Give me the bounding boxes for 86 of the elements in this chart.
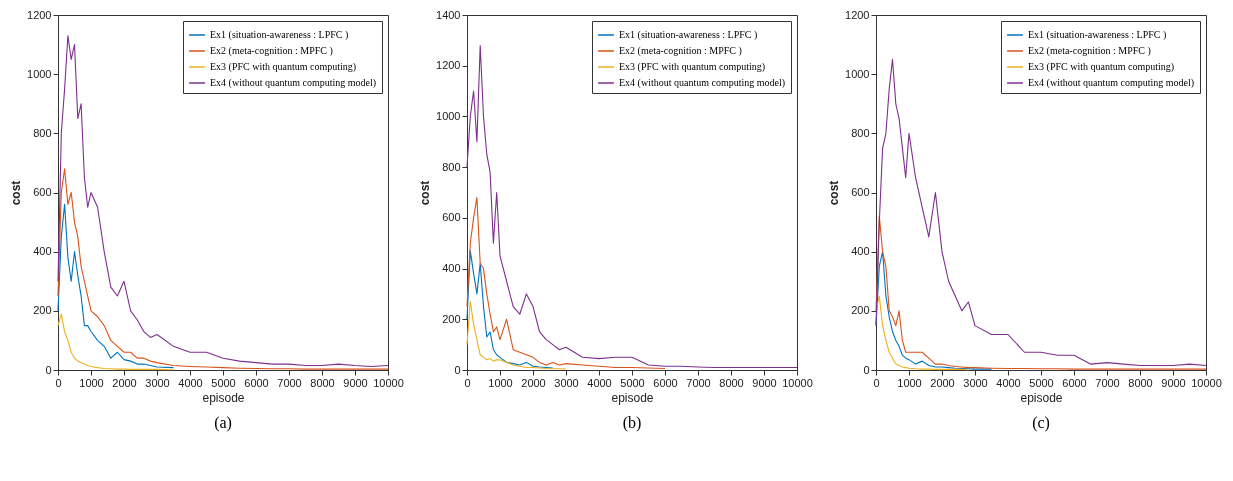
- y-tick-label: 1200: [436, 59, 461, 72]
- line-series: [875, 251, 993, 370]
- line-series: [57, 313, 175, 371]
- line-series: [875, 58, 1207, 367]
- legend-label: Ex1 (situation-awareness : LPFC ): [1028, 29, 1167, 41]
- x-tick-label: 3000: [145, 376, 170, 389]
- y-tick-label: 800: [33, 126, 52, 139]
- line-series: [57, 168, 389, 370]
- x-tick-label: 7000: [1095, 376, 1120, 389]
- x-tick-label: 8000: [719, 376, 744, 389]
- x-tick-label: 2000: [930, 376, 955, 389]
- legend-label: Ex3 (PFC with quantum computing): [1028, 61, 1175, 73]
- y-tick-label: 1000: [845, 67, 870, 80]
- y-tick-label: 400: [33, 245, 52, 258]
- y-tick-label: 0: [454, 363, 461, 376]
- text: (b): [622, 414, 642, 432]
- x-tick-label: 0: [873, 376, 880, 389]
- text: (c): [1032, 414, 1050, 432]
- x-tick-label: 9000: [343, 376, 368, 389]
- x-axis-title: episode: [202, 390, 245, 405]
- x-tick-label: 9000: [752, 376, 777, 389]
- x-axis-title: episode: [611, 390, 654, 405]
- x-tick-label: 9000: [1161, 376, 1186, 389]
- y-tick-label: 1200: [845, 8, 870, 21]
- y-tick-label: 400: [851, 245, 870, 258]
- line-series: [466, 300, 567, 370]
- x-tick-label: 10000: [1191, 376, 1222, 389]
- y-tick-label: 600: [442, 211, 461, 224]
- x-tick-label: 3000: [554, 376, 579, 389]
- x-tick-label: 1000: [79, 376, 104, 389]
- y-tick-label: 1000: [436, 109, 461, 122]
- y-tick-label: 400: [442, 262, 461, 275]
- y-tick-label: 800: [851, 126, 870, 139]
- legend-label: Ex4 (without quantum computing model): [619, 77, 786, 89]
- x-tick-label: 2000: [112, 376, 137, 389]
- x-tick-label: 4000: [996, 376, 1021, 389]
- line-series: [466, 197, 666, 370]
- legend-label: Ex3 (PFC with quantum computing): [210, 61, 357, 73]
- line-series: [57, 203, 175, 369]
- x-tick-label: 4000: [587, 376, 612, 389]
- legend-label: Ex2 (meta-cognition : MPFC ): [619, 45, 742, 57]
- x-tick-label: 8000: [310, 376, 335, 389]
- line-series: [875, 295, 969, 371]
- y-axis-title: cost: [827, 180, 842, 206]
- y-tick-label: 600: [33, 186, 52, 198]
- legend-label: Ex4 (without quantum computing model): [1028, 77, 1195, 89]
- x-tick-label: 5000: [620, 376, 645, 389]
- y-tick-label: 200: [442, 312, 461, 325]
- y-tick-label: 0: [863, 363, 870, 376]
- x-axis-title: episode: [1020, 390, 1063, 405]
- x-tick-label: 5000: [1029, 376, 1054, 389]
- x-tick-label: 7000: [686, 376, 711, 389]
- legend-label: Ex3 (PFC with quantum computing): [619, 61, 766, 73]
- y-tick-label: 1200: [27, 8, 52, 21]
- x-tick-label: 1000: [488, 376, 513, 389]
- x-tick-label: 0: [464, 376, 471, 389]
- legend-label: Ex2 (meta-cognition : MPFC ): [210, 45, 333, 57]
- legend-label: Ex2 (meta-cognition : MPFC ): [1028, 45, 1151, 57]
- x-tick-label: 1000: [897, 376, 922, 389]
- x-tick-label: 5000: [211, 376, 236, 389]
- x-tick-label: 7000: [277, 376, 302, 389]
- y-axis-title: cost: [418, 180, 433, 206]
- y-tick-label: 800: [442, 160, 461, 173]
- x-tick-label: 2000: [521, 376, 546, 389]
- x-tick-label: 10000: [782, 376, 813, 389]
- x-tick-label: 10000: [373, 376, 404, 389]
- line-series: [466, 44, 798, 369]
- x-tick-label: 6000: [653, 376, 678, 389]
- line-series: [466, 250, 554, 369]
- text: (a): [214, 414, 232, 432]
- x-tick-label: 8000: [1128, 376, 1153, 389]
- y-tick-label: 0: [45, 363, 52, 376]
- x-tick-label: 3000: [963, 376, 988, 389]
- y-axis-title: cost: [9, 180, 24, 206]
- y-tick-label: 1000: [27, 67, 52, 80]
- y-tick-label: 600: [851, 186, 870, 198]
- x-tick-label: 6000: [244, 376, 269, 389]
- y-tick-label: 200: [33, 304, 52, 317]
- legend-label: Ex1 (situation-awareness : LPFC ): [619, 29, 758, 41]
- y-tick-label: 200: [851, 304, 870, 317]
- legend-label: Ex4 (without quantum computing model): [210, 77, 377, 89]
- legend-label: Ex1 (situation-awareness : LPFC ): [210, 29, 349, 41]
- x-tick-label: 6000: [1062, 376, 1087, 389]
- x-tick-label: 4000: [178, 376, 203, 389]
- x-tick-label: 0: [55, 376, 62, 389]
- y-tick-label: 1400: [436, 8, 461, 21]
